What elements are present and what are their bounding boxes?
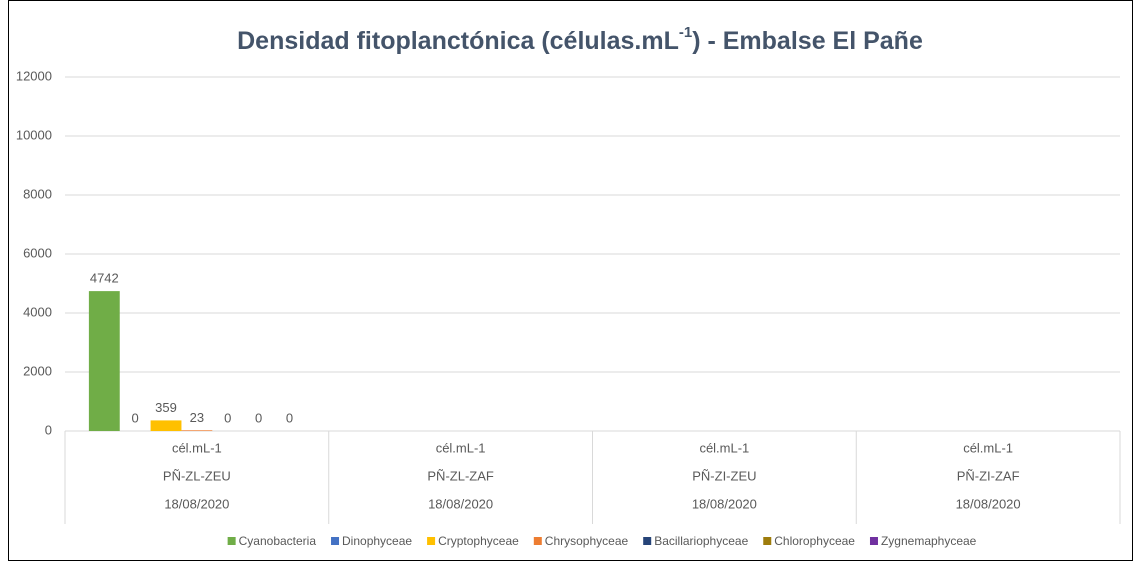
title-end: ) - Embalse El Pañe: [692, 27, 923, 55]
y-tick-label: 12000: [16, 68, 52, 83]
legend-label: Cyanobacteria: [239, 534, 317, 548]
legend-label: Cryptophyceae: [438, 534, 519, 548]
legend-swatch: [869, 537, 878, 545]
x-tick-label: PÑ-ZL-ZAF: [427, 468, 494, 483]
legend-swatch: [643, 537, 652, 545]
data-label: 0: [255, 410, 262, 425]
x-tick-label: cél.mL-1: [699, 440, 749, 455]
bar: [150, 420, 182, 431]
y-tick-label: 8000: [23, 186, 52, 201]
legend-swatch: [533, 537, 542, 545]
x-tick-label: PÑ-ZL-ZEU: [163, 468, 231, 483]
legend-label: Chrysophyceae: [545, 534, 629, 548]
legend-label: Bacillariophyceae: [654, 534, 748, 548]
x-tick-label: cél.mL-1: [172, 440, 222, 455]
data-label: 23: [190, 410, 204, 425]
x-tick-label: cél.mL-1: [963, 440, 1013, 455]
x-tick-label: 18/08/2020: [692, 496, 757, 511]
legend-swatch: [763, 537, 772, 545]
legend-label: Chlorophyceae: [774, 534, 855, 548]
y-tick-label: 6000: [23, 245, 52, 260]
data-label: 0: [132, 410, 139, 425]
y-tick-label: 0: [45, 422, 52, 437]
x-tick-label: 18/08/2020: [956, 496, 1021, 511]
y-tick-label: 2000: [23, 363, 52, 378]
title-sup: -1: [679, 24, 692, 41]
data-label: 359: [155, 400, 177, 415]
data-label: 0: [224, 410, 231, 425]
legend-label: Dinophyceae: [342, 534, 412, 548]
x-tick-label: PÑ-ZI-ZAF: [957, 468, 1020, 483]
legend-swatch: [427, 537, 436, 545]
y-tick-label: 4000: [23, 304, 52, 319]
bar: [88, 291, 120, 431]
data-label: 4742: [90, 271, 119, 286]
y-tick-label: 10000: [16, 127, 52, 142]
title-main: Densidad fitoplanctónica (células.mL: [237, 27, 679, 55]
x-tick-label: 18/08/2020: [428, 496, 493, 511]
x-tick-label: 18/08/2020: [164, 496, 229, 511]
legend-swatch: [227, 537, 236, 545]
chart-frame: [8, 0, 1133, 561]
data-label: 0: [286, 410, 293, 425]
bar: [181, 430, 213, 431]
x-tick-label: PÑ-ZI-ZEU: [692, 468, 756, 483]
legend-label: Zygnemaphyceae: [881, 534, 977, 548]
chart-title: Densidad fitoplanctónica (células.mL-1) …: [237, 24, 923, 55]
legend-swatch: [331, 537, 340, 545]
x-tick-label: cél.mL-1: [436, 440, 486, 455]
